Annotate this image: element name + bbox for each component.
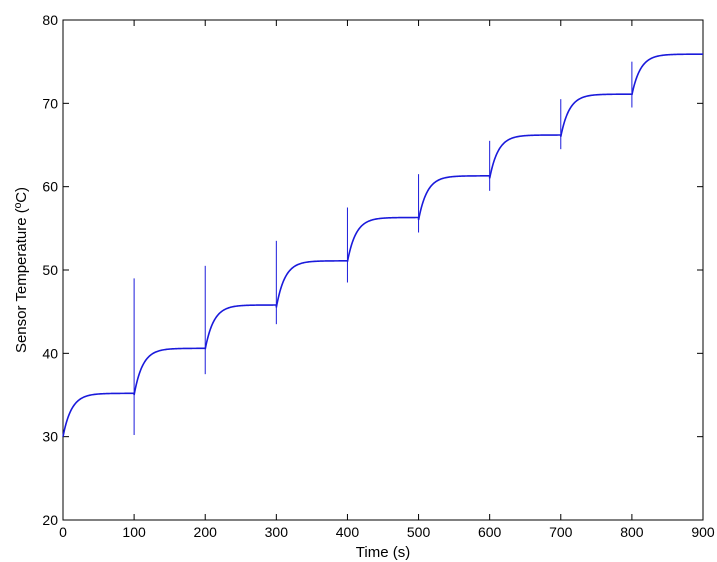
x-tick-label: 400 [336, 524, 360, 540]
x-tick-label: 300 [265, 524, 289, 540]
plot-area [62, 19, 704, 521]
x-tick-label: 600 [478, 524, 502, 540]
x-tick-label: 0 [59, 524, 67, 540]
y-tick-label: 70 [42, 95, 58, 111]
x-tick-label: 900 [691, 524, 715, 540]
y-tick-label: 40 [42, 345, 58, 361]
y-tick-label: 30 [42, 429, 58, 445]
x-tick-label: 800 [620, 524, 644, 540]
x-tick-label: 700 [549, 524, 573, 540]
series-line [62, 53, 703, 437]
y-tick-label: 80 [42, 12, 58, 28]
x-tick-label: 100 [122, 524, 146, 540]
x-axis-title: Time (s) [356, 544, 410, 561]
y-axis-title: Sensor Temperature (ºC) [13, 187, 30, 353]
y-tick-label: 20 [42, 512, 58, 528]
y-axis-ticks: 20 30 40 50 60 70 80 [42, 12, 703, 528]
y-tick-label: 50 [42, 262, 58, 278]
x-tick-label: 500 [407, 524, 431, 540]
y-tick-label: 60 [42, 179, 58, 195]
x-axis-ticks: 0 100 200 300 400 500 600 700 800 900 [59, 20, 715, 540]
series-temperature [62, 53, 703, 437]
x-tick-label: 200 [194, 524, 218, 540]
